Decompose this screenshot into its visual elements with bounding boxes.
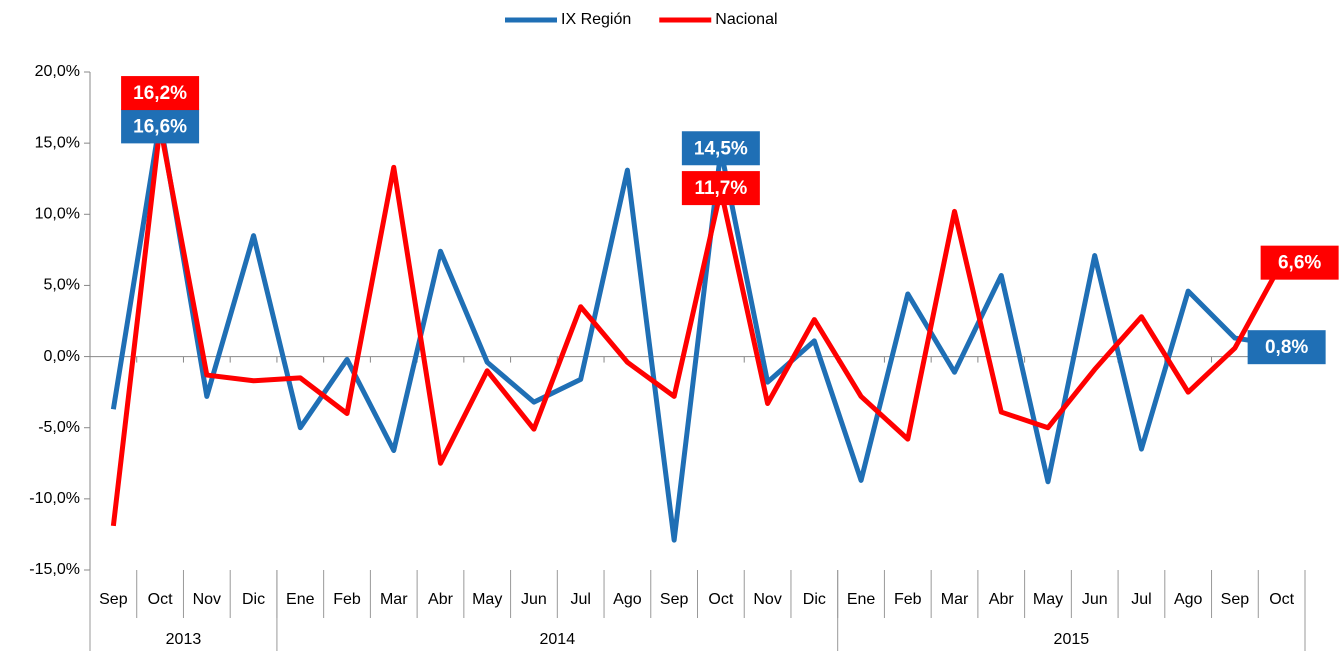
x-tick-label: Oct (148, 591, 173, 608)
x-tick-label: Oct (1269, 591, 1294, 608)
y-tick-label: 20,0% (35, 63, 80, 80)
x-tick-label: Abr (989, 591, 1015, 608)
x-tick-label: Ago (1174, 591, 1203, 608)
x-tick-label: Jun (1082, 591, 1108, 608)
group-label: 2013 (166, 631, 202, 648)
y-tick-label: 0,0% (44, 348, 80, 365)
y-tick-label: 10,0% (35, 206, 80, 223)
data-label: 16,2% (133, 83, 187, 104)
data-label: 14,5% (694, 138, 748, 159)
data-label-box (681, 171, 760, 206)
x-tick-label: Abr (428, 591, 454, 608)
data-label-box (121, 109, 200, 144)
legend-label: Nacional (715, 11, 777, 28)
series-line (110, 117, 1283, 543)
x-tick-label: Mar (380, 591, 408, 608)
data-label-box (681, 131, 760, 166)
legend-label: IX Región (561, 11, 631, 28)
y-tick-label: 5,0% (44, 277, 80, 294)
data-label: 11,7% (694, 178, 747, 199)
x-tick-label: Jul (570, 591, 590, 608)
y-tick-label: -15,0% (29, 561, 80, 578)
x-tick-label: Nov (753, 591, 781, 608)
x-tick-label: Feb (333, 591, 361, 608)
data-label-box (121, 76, 200, 111)
x-tick-label: Mar (941, 591, 969, 608)
data-label-box (1260, 245, 1339, 280)
group-label: 2014 (540, 631, 576, 648)
x-tick-label: Sep (660, 591, 689, 608)
x-tick-label: Nov (193, 591, 221, 608)
y-tick-label: -5,0% (38, 419, 80, 436)
x-tick-label: Dic (803, 591, 826, 608)
x-tick-label: Sep (99, 591, 128, 608)
data-label: 16,6% (133, 116, 187, 137)
x-tick-label: Feb (894, 591, 922, 608)
x-tick-label: May (1033, 591, 1063, 608)
x-tick-label: Oct (708, 591, 733, 608)
data-label: 0,8% (1265, 337, 1308, 358)
x-tick-label: Sep (1221, 591, 1250, 608)
x-tick-label: Jul (1131, 591, 1151, 608)
y-tick-label: 15,0% (35, 134, 80, 151)
series-line (110, 123, 1284, 527)
x-tick-label: Ene (847, 591, 876, 608)
x-tick-label: Dic (242, 591, 265, 608)
group-label: 2015 (1054, 631, 1090, 648)
data-label-box (1247, 330, 1326, 365)
x-tick-label: Ago (613, 591, 642, 608)
data-label: 6,6% (1278, 253, 1321, 274)
y-tick-label: -10,0% (29, 490, 80, 507)
x-tick-label: May (472, 591, 502, 608)
x-tick-label: Jun (521, 591, 547, 608)
x-tick-label: Ene (286, 591, 315, 608)
